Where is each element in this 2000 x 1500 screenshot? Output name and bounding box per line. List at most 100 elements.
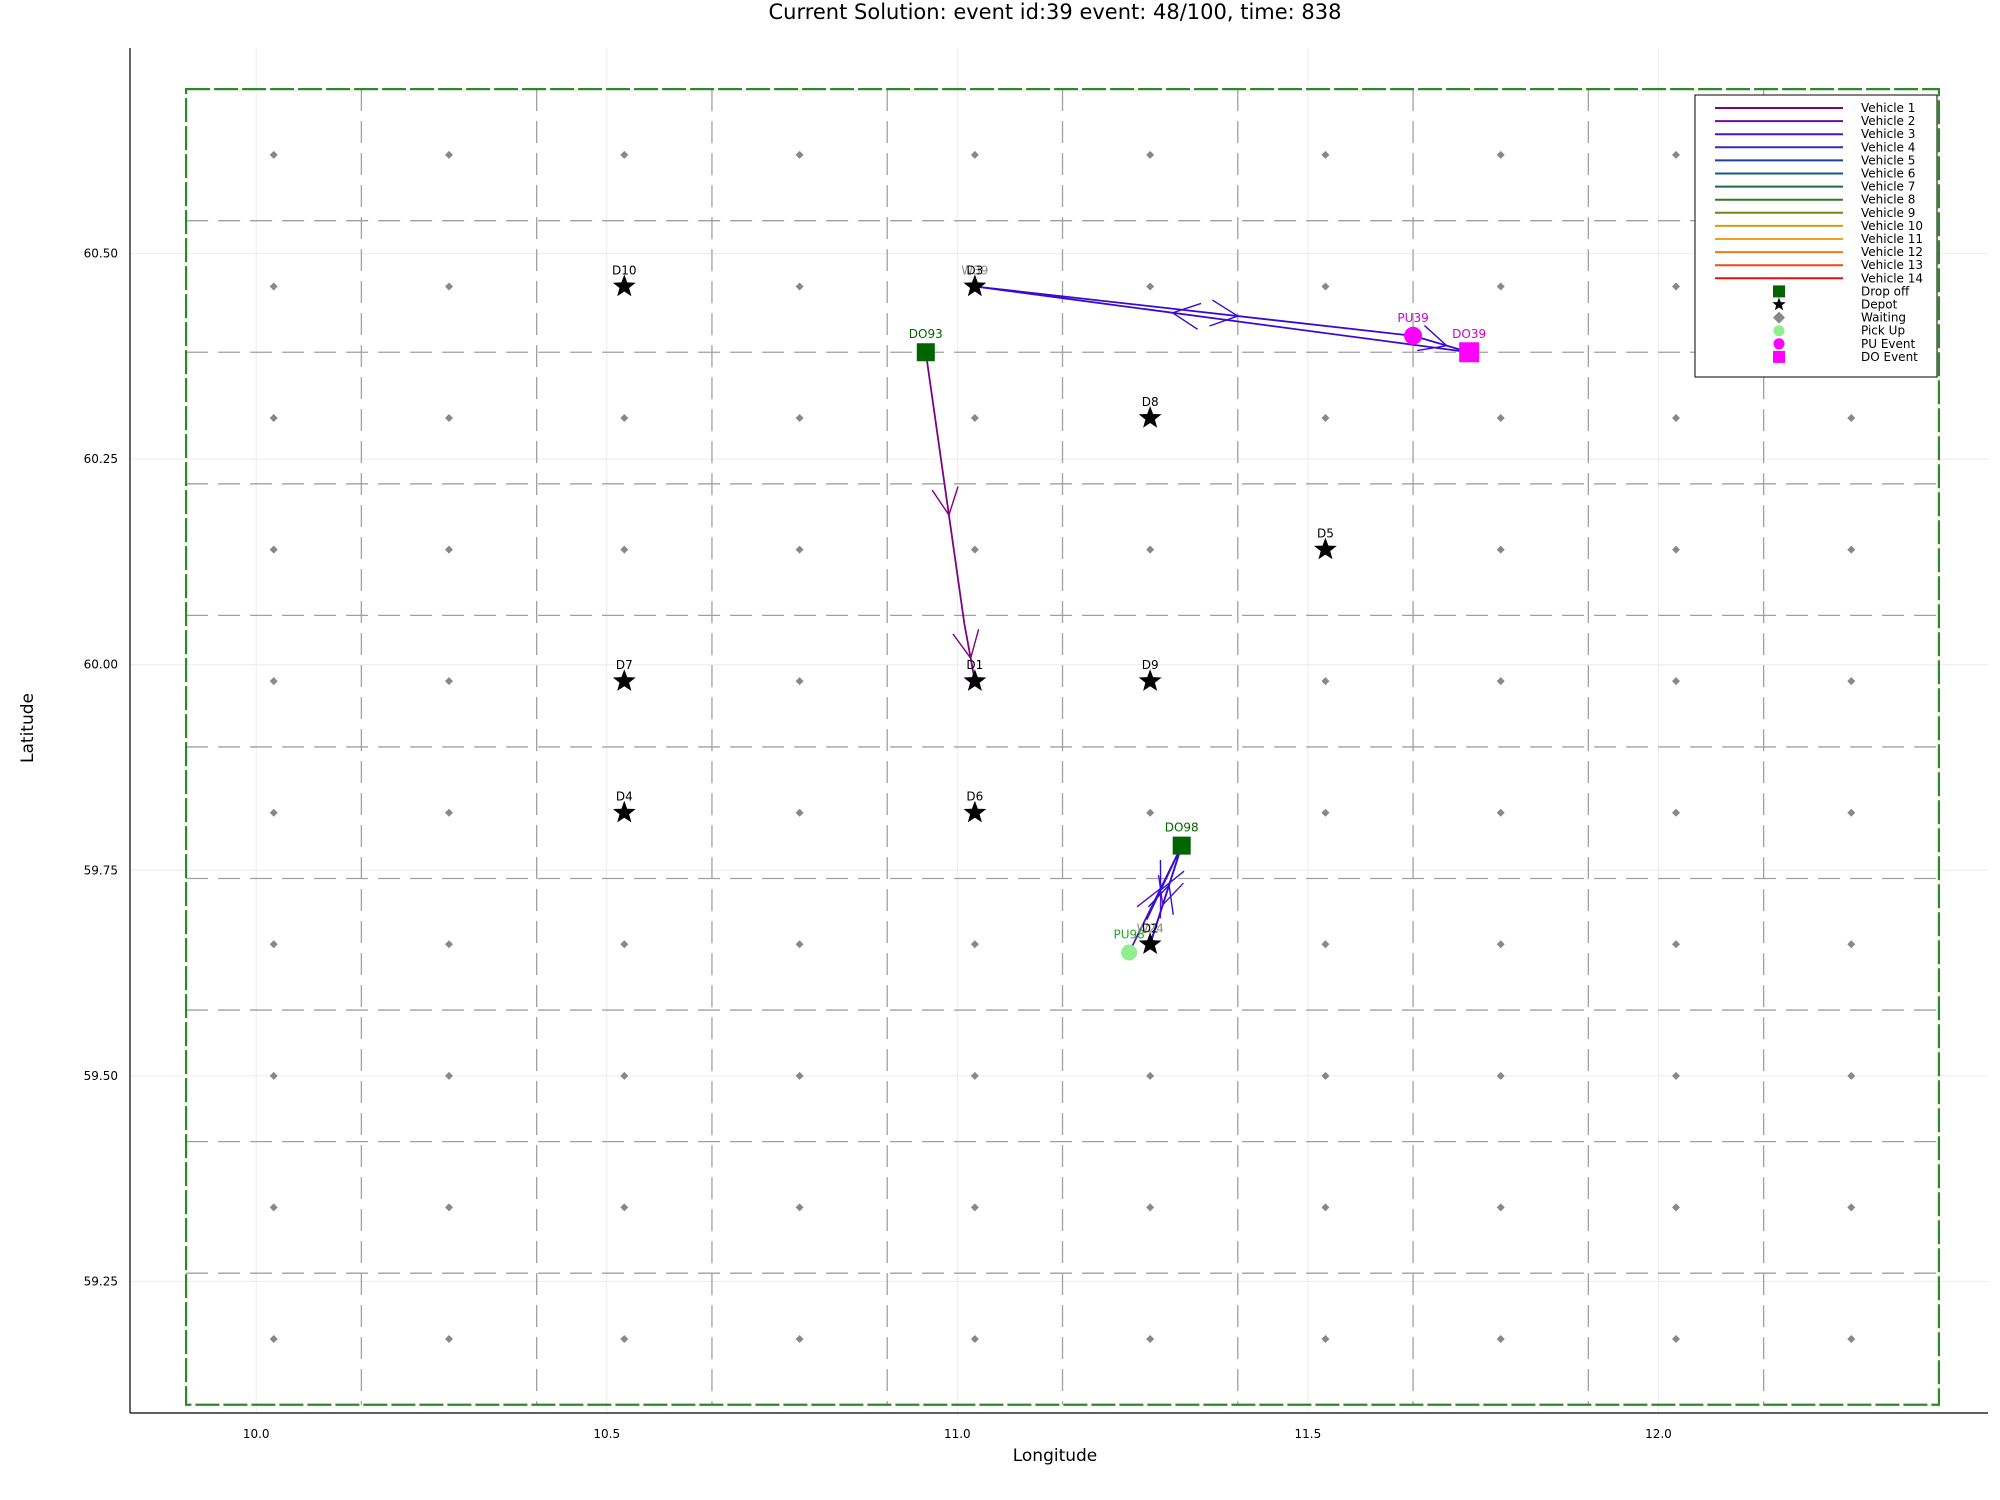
waiting-marker (269, 545, 278, 554)
waiting-marker (269, 1071, 278, 1080)
legend-entry-label: Vehicle 1 (1861, 101, 1915, 115)
waiting-marker (1321, 282, 1330, 291)
x-tick-label: 11.5 (1295, 1427, 1322, 1441)
waiting-marker (1847, 1203, 1856, 1212)
waiting-marker (795, 414, 804, 423)
y-tick-label: 60.00 (84, 658, 118, 672)
pick-up-label: PU98 (1113, 928, 1144, 942)
waiting-marker (1496, 1334, 1505, 1343)
route-line (924, 352, 976, 682)
waiting-marker (970, 1334, 979, 1343)
waiting-marker (970, 150, 979, 159)
markers (612, 274, 1480, 961)
waiting-marker (970, 940, 979, 949)
legend-entry-label: Drop off (1861, 284, 1910, 298)
depot-marker (963, 669, 987, 691)
do-event-marker (1459, 342, 1480, 363)
x-tick-label: 12.0 (1645, 1427, 1672, 1441)
legend-circle-swatch (1773, 325, 1785, 337)
depot-marker (1314, 537, 1337, 560)
depot-label: D2 (1142, 921, 1159, 935)
depot-label: D1 (966, 658, 983, 672)
depot-label: D6 (966, 790, 983, 804)
waiting-marker (1496, 545, 1505, 554)
waiting-marker (620, 545, 629, 554)
depot-marker (963, 274, 987, 297)
route-arrow (1417, 325, 1449, 352)
x-tick-label: 11.0 (944, 1427, 971, 1441)
y-tick-label: 60.50 (84, 247, 118, 261)
axes: 10.0 10.5 11.0 11.5 12.0 59.25 59.50 59.75 60.00… (84, 48, 1988, 1441)
legend-star-swatch (1772, 297, 1786, 311)
depot-marker (1138, 669, 1162, 691)
legend-diamond-swatch (1773, 311, 1785, 324)
waiting-marker (1146, 282, 1155, 291)
waiting-marker (1321, 677, 1330, 686)
waiting-marker (445, 1071, 454, 1080)
waiting-marker (445, 677, 454, 686)
vehicle-routes (924, 285, 1470, 953)
waiting-marker (620, 150, 629, 159)
waiting-marker (1671, 1071, 1680, 1080)
waiting-marker (1496, 1071, 1505, 1080)
route-arrow (1159, 860, 1185, 892)
depot-marker (612, 800, 636, 823)
depot-marker (612, 669, 636, 691)
waiting-marker (795, 677, 804, 686)
legend-entry-label: Vehicle 14 (1861, 271, 1923, 285)
waiting-marker (269, 414, 278, 423)
waiting-marker (445, 414, 454, 423)
waiting-marker (1496, 940, 1505, 949)
waiting-marker (1671, 414, 1680, 423)
waiting-marker (1321, 1071, 1330, 1080)
legend-circle-swatch (1773, 338, 1785, 350)
x-tick-label: 10.0 (243, 1427, 270, 1441)
legend-entry-label: Vehicle 10 (1861, 219, 1923, 233)
waiting-marker (1496, 414, 1505, 423)
marker-labels: W39 W24 D10 D3 D8 D5 D7 D1 D9 D4 D6 D2 DO93 DO98 PU98 P… (612, 263, 1486, 941)
legend-square-swatch (1773, 350, 1785, 363)
event-label: PU39 (1397, 311, 1428, 325)
waiting-marker (1847, 414, 1856, 423)
waiting-marker (1321, 808, 1330, 817)
waiting-marker (970, 414, 979, 423)
waiting-marker (795, 1334, 804, 1343)
waiting-marker (269, 150, 278, 159)
legend-entry-label: Vehicle 2 (1861, 114, 1915, 128)
legend-entry-label: PU Event (1861, 337, 1916, 351)
legend-entry-label: Vehicle 6 (1861, 167, 1915, 181)
waiting-marker (1496, 150, 1505, 159)
depot-label: D8 (1142, 395, 1159, 409)
waiting-marker (1321, 1334, 1330, 1343)
waiting-marker (795, 940, 804, 949)
depot-label: D10 (612, 263, 637, 277)
waiting-marker (1671, 1334, 1680, 1343)
waiting-marker (1496, 1203, 1505, 1212)
y-tick-label: 59.50 (84, 1069, 118, 1083)
legend-square-swatch (1773, 285, 1785, 298)
waiting-marker (1321, 940, 1330, 949)
waiting-marker (1847, 1334, 1856, 1343)
waiting-marker (1671, 940, 1680, 949)
y-tick-label: 59.75 (84, 863, 118, 877)
waiting-marker (1146, 545, 1155, 554)
depot-marker (1138, 932, 1162, 954)
grid-layer (130, 48, 1988, 1413)
drop-off-marker (1172, 836, 1191, 855)
waiting-marker (620, 1203, 629, 1212)
x-tick-label: 10.5 (593, 1427, 620, 1441)
route-arrow (1170, 302, 1202, 330)
waiting-marker (269, 1203, 278, 1212)
waiting-marker (1321, 414, 1330, 423)
waiting-marker (1146, 1334, 1155, 1343)
waiting-marker (1671, 808, 1680, 817)
waiting-label: W24 (1137, 921, 1164, 935)
waiting-marker (1671, 282, 1680, 291)
legend-entry-label: Waiting (1861, 311, 1906, 325)
waiting-marker (620, 940, 629, 949)
waiting-marker (795, 1071, 804, 1080)
legend-box (1694, 94, 1938, 378)
waiting-marker (445, 282, 454, 291)
